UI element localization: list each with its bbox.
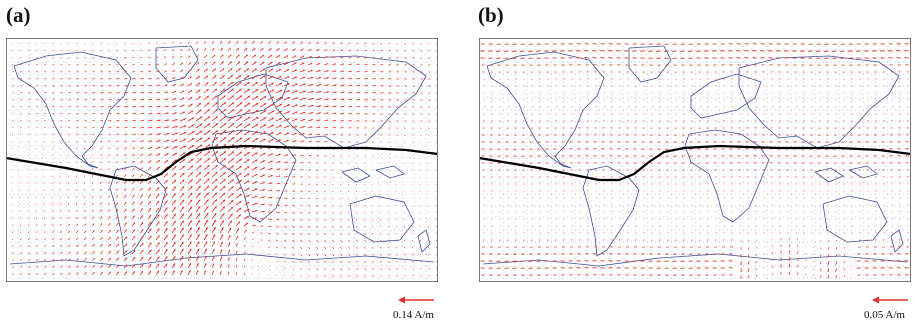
panel-a-scale-label: 0.14 A/m	[393, 309, 434, 321]
panel-b-coastline	[738, 55, 900, 149]
panel-a-coastline	[265, 55, 427, 149]
panel-a-coastlines	[9, 45, 435, 267]
panel-b-coastline	[690, 73, 762, 119]
panel-b-frame	[479, 38, 911, 282]
panel-b-coastline	[822, 195, 888, 243]
panel-a-grid	[6, 38, 438, 282]
panel-a-frame	[6, 38, 438, 282]
panel-a-coastline	[155, 45, 199, 83]
panel-a-label: (a)	[6, 3, 31, 27]
panel-b-coastline	[486, 51, 605, 169]
panel-a-scale-arrow-icon	[396, 292, 436, 310]
panel-a-coastline	[341, 167, 371, 183]
panel-a-coastline	[417, 229, 431, 253]
panel-a-map	[6, 38, 438, 282]
panel-b-coastline	[582, 165, 640, 257]
panel-b-scale-label: 0.05 A/m	[864, 309, 905, 321]
panel-b-label: (b)	[478, 3, 504, 27]
panel-a-coastline	[109, 165, 167, 257]
panel-b-vector-map	[479, 38, 911, 282]
panel-a-coastline	[349, 195, 415, 243]
panel-a-vector-map	[6, 38, 438, 282]
panel-a-coastline	[217, 73, 289, 119]
panel-b-dip-equator-line	[479, 144, 911, 182]
panel-b-coastline	[848, 165, 878, 179]
panel-b-coastline	[890, 229, 904, 253]
panel-b-scale-arrow-icon	[870, 292, 910, 310]
panel-b-grid	[479, 38, 911, 282]
panel-b-coastline	[684, 129, 770, 223]
panel-b-map	[479, 38, 911, 282]
panel-b-arrows	[480, 42, 910, 279]
panel-a-coastline	[9, 253, 435, 267]
panel-b-coastline	[482, 253, 908, 267]
panel-a-coastline	[375, 165, 405, 179]
panel-b-coastline	[814, 167, 844, 183]
panel-a-coastline	[13, 51, 132, 169]
panel-a-dip-equator-line	[6, 144, 438, 182]
panel-b-coastline	[628, 45, 672, 83]
panel-a-coastline	[211, 129, 297, 223]
panel-a-arrows	[11, 40, 438, 277]
